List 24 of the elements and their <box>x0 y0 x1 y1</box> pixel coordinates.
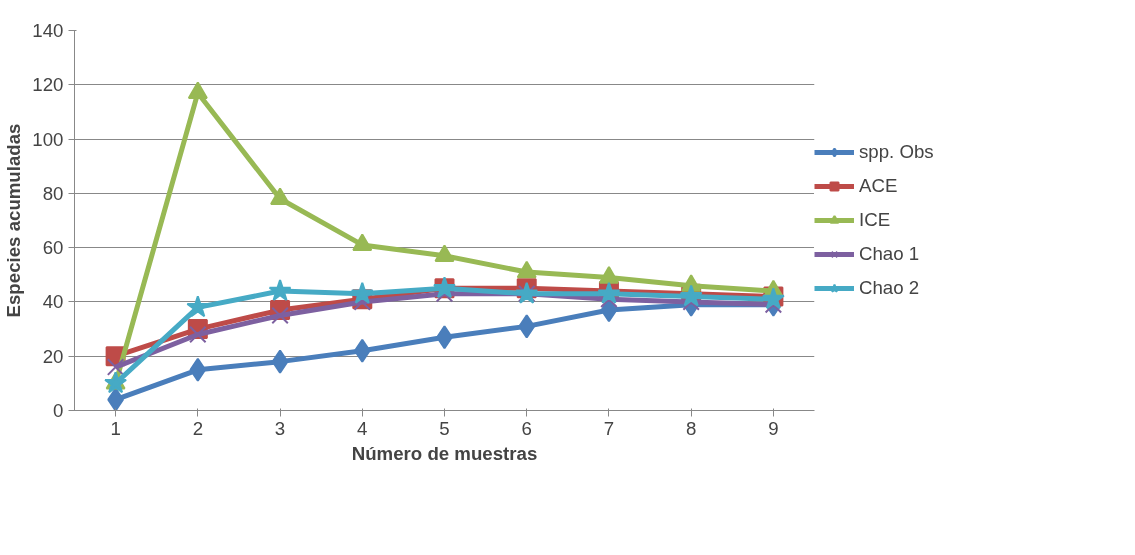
legend-label: ACE <box>859 175 898 197</box>
x-tick-label: 2 <box>192 417 204 439</box>
x-axis-title: Número de muestras <box>351 442 538 464</box>
y-axis-title: Especies acumuladas <box>3 123 25 318</box>
x-tick-label: 5 <box>439 417 450 439</box>
y-tick-label: 60 <box>42 237 64 259</box>
y-tick-label: 140 <box>32 20 64 41</box>
y-tick-label: 80 <box>42 182 64 204</box>
legend-label: Chao 2 <box>859 277 920 299</box>
y-tick-label: 0 <box>53 400 64 421</box>
x-tick-label: 8 <box>685 417 697 439</box>
x-tick-label: 7 <box>603 417 615 439</box>
x-tick-label: 4 <box>357 417 368 439</box>
x-tick-label: 3 <box>274 417 286 439</box>
x-tick-label: 1 <box>110 417 121 439</box>
legend-label: ICE <box>859 209 891 231</box>
y-tick-label: 100 <box>32 128 64 150</box>
y-tick-label: 120 <box>32 74 64 96</box>
legend-label: Chao 1 <box>859 243 920 265</box>
y-tick-label: 20 <box>42 345 64 367</box>
legend-label: spp. Obs <box>859 141 934 163</box>
x-tick-label: 6 <box>521 417 532 439</box>
x-tick-label: 9 <box>768 417 779 439</box>
y-tick-label: 40 <box>42 291 64 313</box>
